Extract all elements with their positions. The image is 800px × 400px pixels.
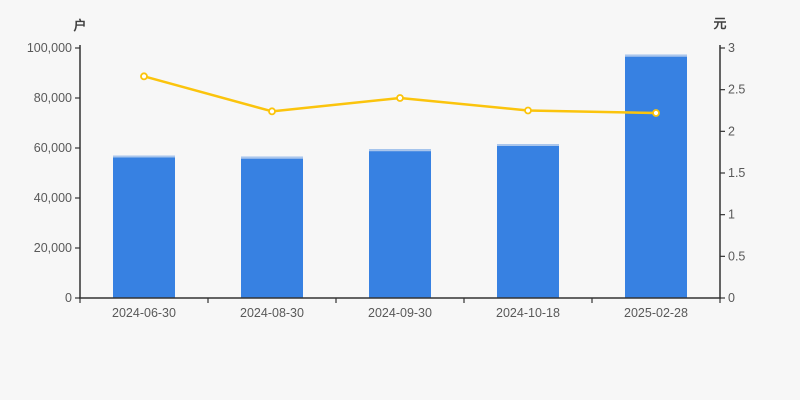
x-axis-category-label: 2024-06-30 bbox=[112, 306, 176, 320]
right-axis-tick-label: 0.5 bbox=[728, 249, 745, 263]
right-axis-tick-label: 2 bbox=[728, 124, 735, 138]
bar-top-edge bbox=[497, 144, 559, 146]
bar-top-edge bbox=[113, 155, 175, 158]
bar-top-edge bbox=[369, 149, 431, 152]
line-point-marker[interactable] bbox=[268, 107, 276, 116]
left-axis-tick-label: 0 bbox=[65, 291, 72, 305]
line-point-marker[interactable] bbox=[524, 106, 532, 115]
x-axis-category-label: 2024-10-18 bbox=[496, 306, 560, 320]
right-axis-tick-label: 0 bbox=[728, 291, 735, 305]
left-axis-unit-label: 户 bbox=[73, 18, 86, 33]
left-axis-tick-label: 20,000 bbox=[34, 241, 72, 255]
bar[interactable] bbox=[369, 149, 431, 298]
bar-top-edge bbox=[241, 156, 303, 159]
bar[interactable] bbox=[113, 155, 175, 299]
line-point-marker[interactable] bbox=[140, 72, 148, 81]
line-point-marker[interactable] bbox=[396, 94, 404, 102]
bar-top-edge bbox=[625, 54, 687, 57]
right-axis-tick-label: 2.5 bbox=[728, 83, 745, 97]
left-axis-tick-label: 80,000 bbox=[34, 91, 72, 105]
x-axis-category-label: 2025-02-28 bbox=[624, 306, 688, 320]
right-axis-tick-label: 3 bbox=[728, 41, 735, 55]
right-axis-unit-label: 元 bbox=[713, 16, 726, 31]
left-axis-tick-label: 40,000 bbox=[34, 191, 72, 205]
x-axis-category-label: 2024-09-30 bbox=[368, 306, 432, 320]
right-axis-tick-label: 1.5 bbox=[728, 166, 745, 180]
bar[interactable] bbox=[625, 54, 687, 298]
left-axis-tick-label: 100,000 bbox=[27, 41, 72, 55]
bar[interactable] bbox=[241, 156, 303, 298]
x-axis-category-label: 2024-08-30 bbox=[240, 306, 304, 320]
left-axis-tick-label: 60,000 bbox=[34, 141, 72, 155]
right-axis-tick-label: 1 bbox=[728, 208, 735, 222]
line-point-marker[interactable] bbox=[652, 109, 660, 117]
bar[interactable] bbox=[497, 144, 559, 298]
